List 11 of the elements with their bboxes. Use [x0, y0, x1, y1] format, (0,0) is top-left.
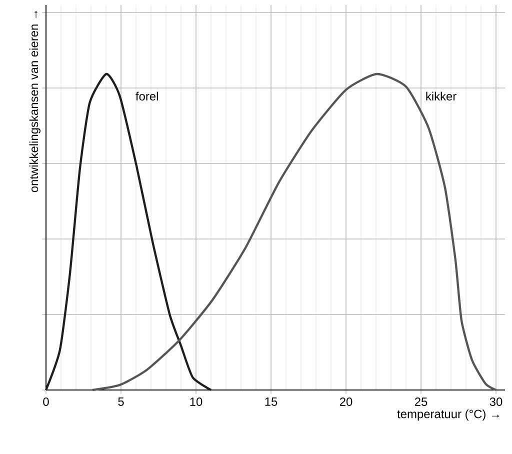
- x-tick-label: 0: [43, 398, 49, 406]
- x-tick-label: 10: [190, 398, 202, 406]
- series-label: kikker: [426, 92, 456, 101]
- x-tick-label: 5: [118, 398, 124, 406]
- x-tick-label: 25: [414, 398, 428, 406]
- series-label: forel: [136, 92, 158, 101]
- x-axis-title: temperatuur (°C) →: [397, 409, 500, 421]
- y-axis-title: ontwikkelingskansen van eieren →: [29, 11, 40, 192]
- x-tick-label: 30: [490, 398, 502, 406]
- x-tick-label: 20: [340, 398, 352, 406]
- x-tick-label: 15: [265, 398, 278, 406]
